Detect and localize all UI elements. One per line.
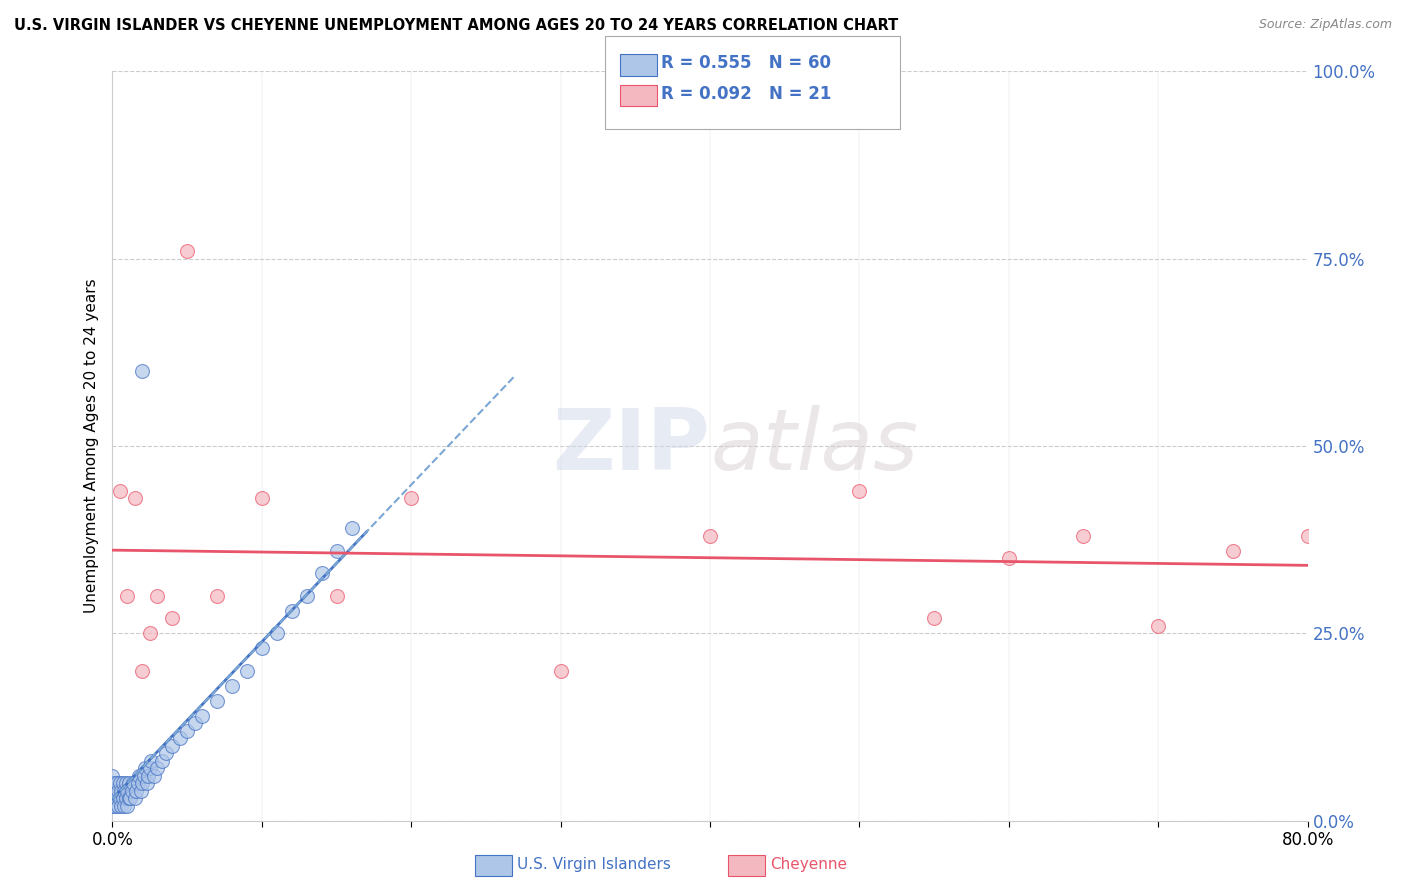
Point <box>110 798 132 813</box>
Point <box>281 604 304 618</box>
Point <box>146 761 169 775</box>
Point <box>125 783 148 797</box>
Point <box>325 544 347 558</box>
Point <box>295 589 318 603</box>
Point <box>250 491 273 506</box>
Point <box>183 716 205 731</box>
Point <box>922 611 945 625</box>
Point <box>111 776 134 790</box>
Point <box>103 791 125 805</box>
Point <box>132 769 155 783</box>
Y-axis label: Unemployment Among Ages 20 to 24 years: Unemployment Among Ages 20 to 24 years <box>83 278 98 614</box>
Point <box>108 791 131 805</box>
Point <box>114 783 135 797</box>
Point <box>401 491 423 506</box>
Text: Source: ZipAtlas.com: Source: ZipAtlas.com <box>1258 18 1392 31</box>
Point <box>101 769 124 783</box>
Point <box>191 708 214 723</box>
Point <box>143 769 166 783</box>
Point <box>104 783 127 797</box>
Point <box>162 739 183 753</box>
Point <box>236 664 259 678</box>
Point <box>107 783 129 797</box>
Point <box>115 776 138 790</box>
Point <box>340 521 363 535</box>
Point <box>114 798 135 813</box>
Point <box>699 529 721 543</box>
Point <box>134 761 156 775</box>
Text: U.S. Virgin Islanders: U.S. Virgin Islanders <box>517 857 671 871</box>
Point <box>250 641 273 656</box>
Point <box>121 783 143 797</box>
Point <box>848 483 870 498</box>
Text: Cheyenne: Cheyenne <box>770 857 848 871</box>
Text: atlas: atlas <box>710 404 918 488</box>
Point <box>122 776 145 790</box>
Point <box>105 776 128 790</box>
Point <box>128 769 150 783</box>
Point <box>103 776 125 790</box>
Point <box>124 791 146 805</box>
Point <box>221 679 243 693</box>
Point <box>155 746 177 760</box>
Point <box>139 761 162 775</box>
Point <box>118 776 141 790</box>
Point <box>129 783 152 797</box>
Point <box>1147 619 1170 633</box>
Point <box>162 611 183 625</box>
Point <box>131 364 153 378</box>
Point <box>118 791 141 805</box>
Point <box>105 791 128 805</box>
Point <box>138 769 160 783</box>
Point <box>205 589 228 603</box>
Point <box>108 776 131 790</box>
Point <box>169 731 191 746</box>
Point <box>550 664 572 678</box>
Point <box>124 491 146 506</box>
Point <box>150 754 173 768</box>
Point <box>104 798 127 813</box>
Point <box>107 798 129 813</box>
Point <box>205 694 228 708</box>
Point <box>266 626 288 640</box>
Text: R = 0.092   N = 21: R = 0.092 N = 21 <box>661 85 831 103</box>
Point <box>131 664 153 678</box>
Point <box>127 776 149 790</box>
Point <box>998 551 1021 566</box>
Point <box>1296 529 1319 543</box>
Point <box>117 783 139 797</box>
Point <box>176 244 198 259</box>
Point <box>111 791 134 805</box>
Point <box>101 798 124 813</box>
Point <box>108 483 131 498</box>
Point <box>141 754 163 768</box>
Text: ZIP: ZIP <box>553 404 710 488</box>
Text: R = 0.555   N = 60: R = 0.555 N = 60 <box>661 54 831 72</box>
Point <box>110 783 132 797</box>
Point <box>139 626 162 640</box>
Text: U.S. VIRGIN ISLANDER VS CHEYENNE UNEMPLOYMENT AMONG AGES 20 TO 24 YEARS CORRELAT: U.S. VIRGIN ISLANDER VS CHEYENNE UNEMPLO… <box>14 18 898 33</box>
Point <box>135 776 157 790</box>
Point <box>311 566 333 581</box>
Point <box>117 798 139 813</box>
Point <box>117 589 139 603</box>
Point <box>101 783 124 797</box>
Point <box>131 776 153 790</box>
Point <box>120 791 142 805</box>
Point <box>115 791 138 805</box>
Point <box>325 589 347 603</box>
Point <box>1073 529 1095 543</box>
Point <box>176 723 198 738</box>
Point <box>146 589 169 603</box>
Point <box>1222 544 1244 558</box>
